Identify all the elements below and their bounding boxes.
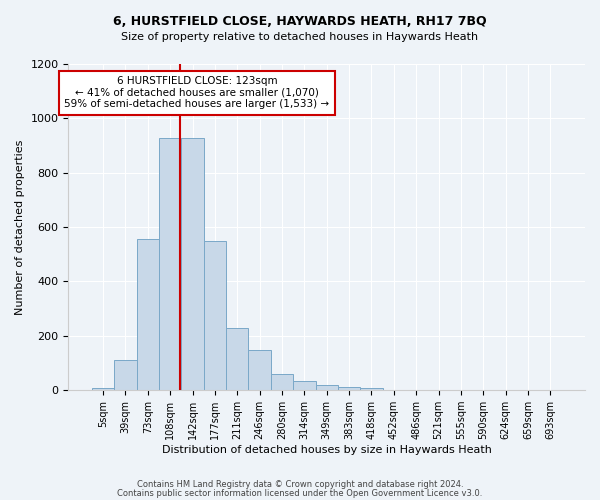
Bar — [293, 380, 316, 390]
Text: Size of property relative to detached houses in Haywards Heath: Size of property relative to detached ho… — [121, 32, 479, 42]
Bar — [204, 241, 226, 390]
Text: 6 HURSTFIELD CLOSE: 123sqm
← 41% of detached houses are smaller (1,070)
59% of s: 6 HURSTFIELD CLOSE: 123sqm ← 41% of deta… — [64, 76, 329, 110]
Bar — [248, 350, 271, 390]
Bar — [226, 328, 248, 390]
Y-axis label: Number of detached properties: Number of detached properties — [15, 140, 25, 315]
Text: Contains public sector information licensed under the Open Government Licence v3: Contains public sector information licen… — [118, 488, 482, 498]
Bar — [271, 374, 293, 390]
Text: 6, HURSTFIELD CLOSE, HAYWARDS HEATH, RH17 7BQ: 6, HURSTFIELD CLOSE, HAYWARDS HEATH, RH1… — [113, 15, 487, 28]
Bar — [360, 388, 383, 390]
Bar — [92, 388, 114, 390]
Bar — [159, 138, 181, 390]
Bar — [114, 360, 137, 390]
Text: Contains HM Land Registry data © Crown copyright and database right 2024.: Contains HM Land Registry data © Crown c… — [137, 480, 463, 489]
Bar — [338, 386, 360, 390]
X-axis label: Distribution of detached houses by size in Haywards Heath: Distribution of detached houses by size … — [162, 445, 491, 455]
Bar — [137, 238, 159, 390]
Bar — [181, 138, 204, 390]
Bar — [316, 385, 338, 390]
